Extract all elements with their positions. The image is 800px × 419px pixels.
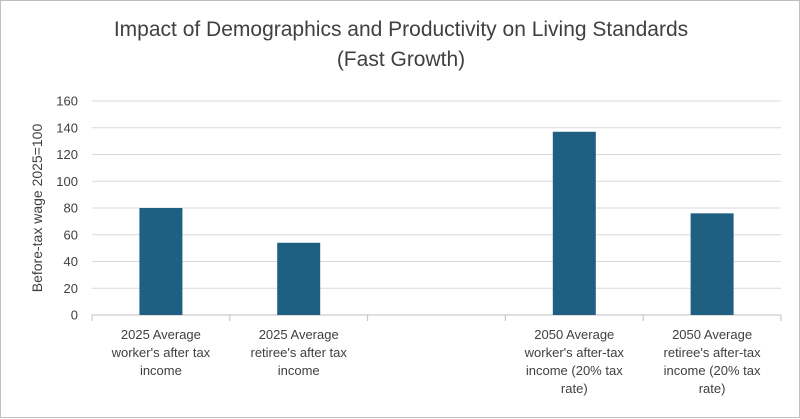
x-category-label: 2025 Average retiree's after tax income [250,327,347,378]
y-tick-label: 100 [56,174,78,189]
x-category-label: 2050 Average worker's after-tax income (20… [524,327,624,396]
y-tick-label: 60 [64,227,78,242]
y-tick-label: 0 [71,308,78,323]
y-tick-label: 20 [64,281,78,296]
y-tick-label: 160 [56,94,78,109]
bar [139,208,183,315]
bar [690,213,734,315]
y-tick-label: 140 [56,120,78,135]
x-category-label: 2025 Average worker's after tax income [111,327,211,378]
bar [277,242,321,315]
chart-title-line-2: (Fast Growth) [336,48,466,71]
chart-title: Impact of Demographics and Productivity … [1,15,800,75]
y-tick-label: 40 [64,254,78,269]
y-tick-label: 120 [56,147,78,162]
chart-title-line-1: Impact of Demographics and Productivity … [113,18,689,41]
y-tick-label: 80 [64,201,78,216]
x-category-label: 2050 Average retiree's after-tax income (2… [663,327,761,396]
bar [552,131,596,315]
